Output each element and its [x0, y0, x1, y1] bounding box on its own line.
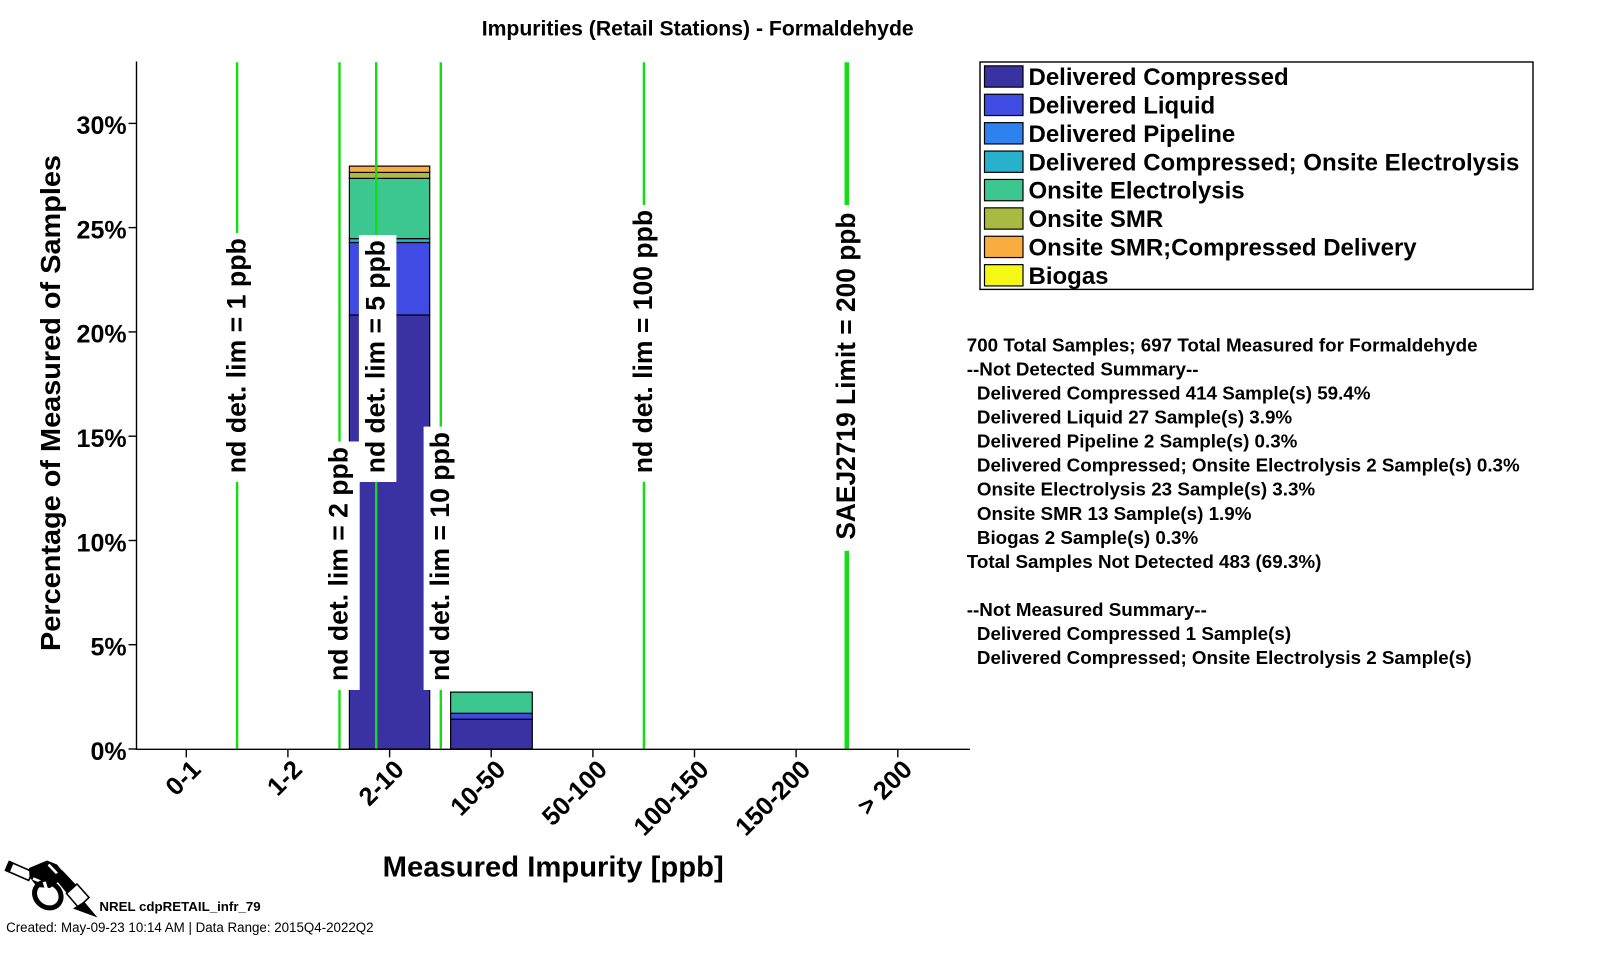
svg-text:Impurities (Retail Stations) -: Impurities (Retail Stations) - Formaldeh…	[482, 18, 914, 41]
svg-text:5%: 5%	[90, 634, 126, 662]
svg-text:Measured Impurity [ppb]: Measured Impurity [ppb]	[383, 852, 724, 884]
svg-text:0%: 0%	[90, 738, 126, 766]
svg-text:nd det. lim = 10 ppb: nd det. lim = 10 ppb	[425, 432, 455, 681]
svg-text:Onsite Electrolysis 23 Sample(: Onsite Electrolysis 23 Sample(s) 3.3%	[977, 479, 1316, 500]
svg-text:--Not Detected Summary--: --Not Detected Summary--	[967, 358, 1199, 379]
svg-text:Biogas: Biogas	[1029, 263, 1109, 290]
svg-text:20%: 20%	[77, 321, 127, 349]
svg-text:Delivered Compressed; Onsite E: Delivered Compressed; Onsite Electrolysi…	[977, 647, 1472, 668]
svg-text:Delivered Liquid: Delivered Liquid	[1029, 93, 1216, 120]
svg-text:SAEJ2719 Limit = 200 ppb: SAEJ2719 Limit = 200 ppb	[831, 213, 861, 540]
svg-text:Delivered Liquid 27 Sample(s): Delivered Liquid 27 Sample(s) 3.9%	[977, 407, 1293, 428]
svg-text:Onsite SMR: Onsite SMR	[1029, 206, 1164, 233]
svg-text:nd det. lim = 100 ppb: nd det. lim = 100 ppb	[628, 210, 658, 473]
svg-text:Total Samples Not Detected 483: Total Samples Not Detected 483 (69.3%)	[967, 551, 1322, 572]
svg-text:Biogas 2 Sample(s) 0.3%: Biogas 2 Sample(s) 0.3%	[977, 527, 1199, 548]
svg-text:Onsite SMR 13 Sample(s) 1.9%: Onsite SMR 13 Sample(s) 1.9%	[977, 503, 1252, 524]
svg-text:nd det. lim = 2 ppb: nd det. lim = 2 ppb	[324, 447, 354, 681]
svg-text:30%: 30%	[77, 112, 127, 140]
svg-text:Delivered Compressed: Delivered Compressed	[1029, 64, 1289, 91]
svg-text:Delivered Compressed 1 Sample(: Delivered Compressed 1 Sample(s)	[977, 623, 1291, 644]
svg-text:Delivered Compressed; Onsite E: Delivered Compressed; Onsite Electrolysi…	[1029, 149, 1520, 176]
svg-text:Delivered Compressed 414 Sampl: Delivered Compressed 414 Sample(s) 59.4%	[977, 383, 1371, 404]
svg-text:Delivered Pipeline: Delivered Pipeline	[1029, 121, 1236, 148]
svg-text:nd det. lim = 5 ppb: nd det. lim = 5 ppb	[360, 240, 390, 473]
svg-text:--Not Measured Summary--: --Not Measured Summary--	[967, 599, 1207, 620]
svg-text:10%: 10%	[77, 529, 127, 557]
svg-text:25%: 25%	[77, 216, 127, 244]
svg-text:Delivered Pipeline 2 Sample(s): Delivered Pipeline 2 Sample(s) 0.3%	[977, 431, 1298, 452]
svg-text:Delivered Compressed; Onsite E: Delivered Compressed; Onsite Electrolysi…	[977, 455, 1520, 476]
svg-text:Created: May-09-23 10:14 AM |: Created: May-09-23 10:14 AM | Data Range…	[6, 920, 374, 935]
svg-text:Onsite SMR;Compressed Delivery: Onsite SMR;Compressed Delivery	[1029, 235, 1418, 262]
svg-text:15%: 15%	[77, 425, 127, 453]
svg-text:NREL cdpRETAIL_infr_79: NREL cdpRETAIL_infr_79	[99, 899, 260, 914]
svg-text:700 Total Samples; 697 Total M: 700 Total Samples; 697 Total Measured fo…	[967, 334, 1478, 355]
svg-text:Percentage of Measured of Samp: Percentage of Measured of Samples	[35, 155, 66, 651]
svg-text:nd det. lim = 1 ppb: nd det. lim = 1 ppb	[221, 238, 251, 473]
svg-text:Onsite Electrolysis: Onsite Electrolysis	[1029, 178, 1245, 205]
